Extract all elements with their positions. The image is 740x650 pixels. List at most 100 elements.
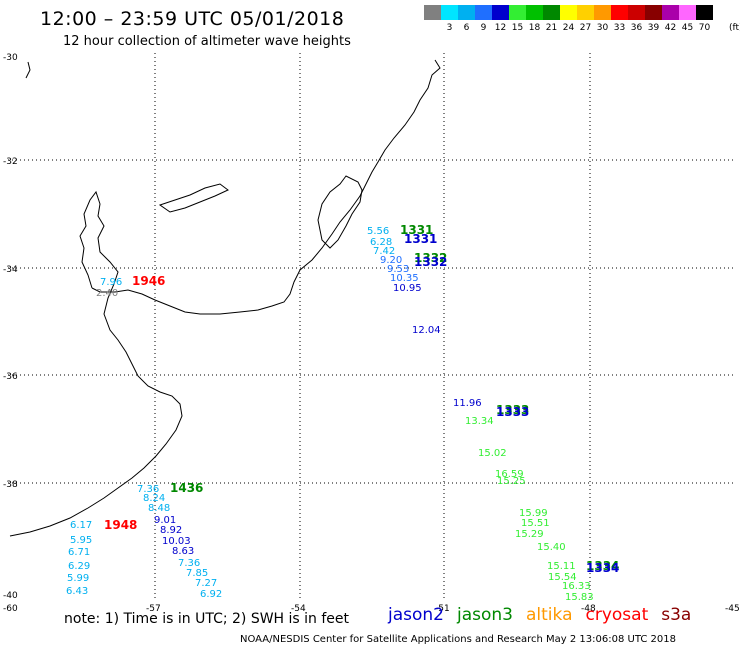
- pass-time-label: 1331: [400, 223, 433, 237]
- lon-tick-label: -60: [3, 604, 18, 614]
- legend-swatch: [543, 5, 560, 20]
- legend-swatch: [458, 5, 475, 20]
- legend-cell: [424, 5, 441, 33]
- pass-time-label: 1334: [586, 561, 619, 575]
- legend-cell: 6: [458, 5, 475, 33]
- legend-cell: 30: [594, 5, 611, 33]
- wave-height-value: 9.53: [387, 264, 409, 275]
- wave-height-value: 6.71: [68, 547, 90, 558]
- legend-cell: 15: [509, 5, 526, 33]
- legend-cell: 3: [441, 5, 458, 33]
- wave-height-value: 15.25: [497, 476, 526, 487]
- wave-height-value: 7.27: [195, 578, 217, 589]
- wave-height-value: 8.63: [172, 546, 194, 557]
- legend-swatch: [526, 5, 543, 20]
- lat-tick-label: -36: [3, 372, 18, 382]
- legend-swatch: [662, 5, 679, 20]
- wave-height-value: 10.95: [393, 283, 422, 294]
- legend-swatch: [424, 5, 441, 20]
- legend-label: 70: [698, 23, 711, 33]
- wave-height-value: 11.96: [453, 398, 482, 409]
- legend-swatch: [509, 5, 526, 20]
- pass-time-label: 1333: [496, 405, 529, 419]
- legend-cell: 18: [526, 5, 543, 33]
- legend-label: 3: [446, 23, 453, 33]
- legend-swatch: [645, 5, 662, 20]
- legend-cell: 21: [543, 5, 560, 33]
- map-subtitle: 12 hour collection of altimeter wave hei…: [63, 34, 351, 49]
- wave-height-value: 16.33: [562, 581, 591, 592]
- footer-credit: NOAA/NESDIS Center for Satellite Applica…: [240, 634, 676, 645]
- legend-label: 33: [613, 23, 626, 33]
- longitude-ticks: -60 -57 -54 -51 -48 -45: [3, 604, 740, 614]
- lon-tick-label: -51: [435, 604, 450, 614]
- wave-height-value: 12.04: [412, 325, 441, 336]
- legend-swatch: [441, 5, 458, 20]
- altimeter-tracks: 1331133113321332133313331334133414361946…: [66, 223, 619, 603]
- wave-height-value: 6.28: [370, 237, 392, 248]
- footer-note: note: 1) Time is in UTC; 2) SWH is in fe…: [64, 611, 350, 627]
- legend-label: 27: [579, 23, 592, 33]
- legend-cell: 27: [577, 5, 594, 33]
- latitude-ticks: -30 -32 -34 -36 -38 -40: [3, 53, 18, 601]
- legend-swatch: [577, 5, 594, 20]
- color-scale-legend: 3 6 9 12 15 18 21 24 27 30 33 36 39 42 45 70: [424, 5, 713, 33]
- wave-height-value: 7.36: [178, 558, 200, 569]
- legend-label: 39: [647, 23, 660, 33]
- graticule: [8, 53, 735, 598]
- wave-height-value: 10.03: [162, 536, 191, 547]
- wave-height-value: 7.96: [100, 277, 122, 288]
- lon-tick-label: -57: [146, 604, 161, 614]
- satellite-legend: jason2 jason3 altika cryosat s3a: [388, 605, 691, 625]
- legend-label: 15: [511, 23, 524, 33]
- lat-tick-label: -32: [3, 157, 18, 167]
- wave-height-value: 15.02: [478, 448, 507, 459]
- legend-cell: 12: [492, 5, 509, 33]
- wave-height-value: 6.17: [70, 520, 92, 531]
- legend-label: 36: [630, 23, 643, 33]
- legend-swatch: [492, 5, 509, 20]
- legend-swatch: [696, 5, 713, 20]
- legend-cell: 24: [560, 5, 577, 33]
- lat-tick-label: -30: [3, 53, 18, 63]
- legend-label: 30: [596, 23, 609, 33]
- wave-height-value: 15.11: [547, 561, 576, 572]
- lat-tick-label: -40: [3, 591, 18, 601]
- legend-label: 9: [480, 23, 487, 33]
- wave-height-value: 5.56: [367, 226, 389, 237]
- wave-height-value: 6.43: [66, 586, 88, 597]
- legend-swatch: [594, 5, 611, 20]
- legend-cell: 39: [645, 5, 662, 33]
- legend-swatch: [475, 5, 492, 20]
- wave-height-value: 8.24: [143, 493, 165, 504]
- pass-time-label: 1332: [414, 255, 447, 269]
- satellite-name: altika: [526, 605, 573, 625]
- wave-height-value: 15.83: [565, 592, 594, 603]
- lat-tick-label: -38: [3, 480, 18, 490]
- lon-tick-label: -45: [725, 604, 740, 614]
- pass-time-label: 1333: [496, 403, 529, 417]
- pass-time-label: 1334: [586, 559, 619, 573]
- wave-height-value: 6.29: [68, 561, 90, 572]
- pass-time-label: 1436: [170, 481, 203, 495]
- wave-height-value: 5.99: [67, 573, 89, 584]
- legend-cell: 70: [696, 5, 713, 33]
- lat-tick-label: -34: [3, 265, 18, 275]
- wave-height-value: 16.59: [495, 469, 524, 480]
- legend-label: 24: [562, 23, 575, 33]
- legend-swatch: [679, 5, 696, 20]
- wave-height-value: 13.34: [465, 416, 494, 427]
- pass-time-label: 1332: [414, 251, 447, 265]
- legend-unit-label: (ft): [729, 23, 740, 33]
- map-title: 12:00 – 23:59 UTC 05/01/2018: [40, 8, 345, 30]
- wave-height-value: 5.95: [70, 535, 92, 546]
- satellite-name: cryosat: [585, 605, 649, 625]
- satellite-name: s3a: [661, 605, 692, 625]
- wave-height-value: 15.29: [515, 529, 544, 540]
- legend-label: 6: [463, 23, 470, 33]
- wave-height-value: 6.92: [200, 589, 222, 600]
- lon-tick-label: -54: [291, 604, 306, 614]
- legend-cell: 9: [475, 5, 492, 33]
- pass-time-label: 1331: [404, 232, 437, 246]
- wave-height-value: 10.35: [390, 273, 419, 284]
